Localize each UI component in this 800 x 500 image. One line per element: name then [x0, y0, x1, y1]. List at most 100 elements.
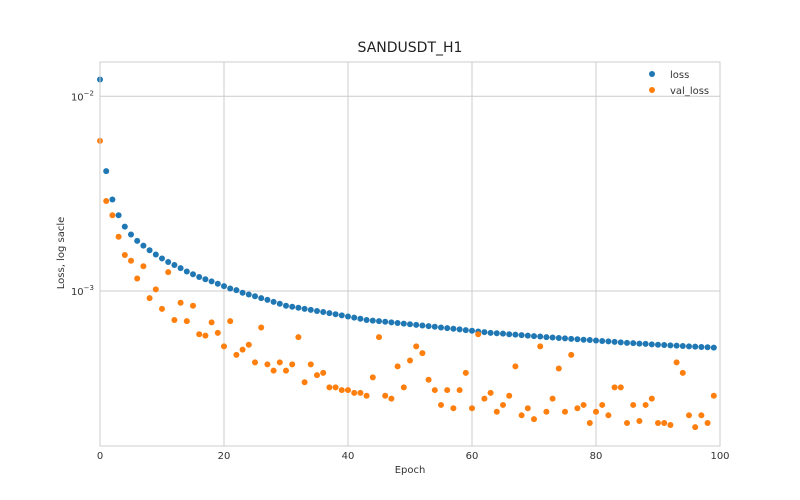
loss-point [190, 271, 196, 278]
loss-point [221, 283, 227, 290]
val_loss-point [357, 389, 364, 396]
loss-point [345, 313, 351, 320]
loss-point [431, 323, 438, 330]
val_loss-point [171, 316, 178, 323]
val_loss-point [307, 361, 314, 368]
loss-point [239, 289, 246, 296]
val_loss-point [177, 299, 184, 306]
loss-point [146, 247, 153, 254]
loss-point [407, 321, 413, 328]
val_loss-point [103, 197, 110, 204]
loss-point [438, 324, 444, 331]
val_loss-point [270, 367, 277, 374]
loss-point [630, 340, 637, 347]
loss-point [388, 319, 395, 326]
loss-point [289, 303, 296, 310]
val_loss-point [214, 329, 221, 336]
val_loss-point [109, 212, 116, 219]
val_loss-point [431, 387, 438, 394]
val_loss-point [152, 286, 159, 293]
y-tick-label: 10−2 [71, 89, 94, 103]
val_loss-point [630, 401, 637, 408]
val_loss-point [425, 376, 432, 383]
loss-point [177, 265, 184, 272]
loss-point [704, 344, 711, 351]
loss-point [500, 330, 506, 337]
val_loss-point [586, 420, 593, 427]
loss-point [109, 196, 116, 203]
loss-point [487, 329, 494, 336]
val_loss-point [314, 372, 320, 379]
loss-point [351, 314, 358, 321]
loss-point [103, 168, 110, 175]
loss-point [314, 307, 320, 314]
loss-point [444, 325, 451, 332]
val_loss-point [692, 424, 699, 431]
loss-point [134, 237, 141, 244]
val_loss-point [239, 346, 246, 353]
val_loss-point [121, 252, 128, 259]
val_loss-point [196, 331, 203, 338]
loss-point [332, 311, 339, 318]
loss-point [140, 242, 147, 249]
loss-point [599, 337, 606, 344]
val_loss-point [444, 387, 451, 394]
loss-point [227, 285, 234, 292]
val_loss-point [524, 405, 531, 412]
val_loss-point [679, 369, 686, 376]
val_loss-point [115, 233, 122, 240]
loss-point [183, 268, 190, 275]
val_loss-point [580, 401, 587, 408]
loss-point [413, 321, 420, 328]
val_loss-point [642, 401, 649, 408]
loss-point [152, 251, 159, 258]
val_loss-point [648, 395, 655, 402]
loss-point [493, 330, 500, 337]
val_loss-point [369, 374, 376, 381]
val_loss-point [537, 343, 544, 350]
loss-point [283, 302, 289, 309]
val_loss-point [134, 275, 141, 282]
val_loss-point [456, 387, 463, 394]
loss-point [580, 336, 587, 343]
chart-title: SANDUSDT_H1 [358, 40, 463, 56]
plot-frame [99, 61, 721, 447]
val_loss-point [531, 416, 537, 423]
val_loss-point [469, 405, 475, 412]
val_loss-point [413, 343, 420, 350]
val_loss-point [661, 420, 668, 427]
val_loss-point [562, 408, 568, 415]
loss-point [307, 306, 314, 313]
loss-point [264, 296, 271, 303]
x-tick-label: 100 [710, 451, 729, 462]
val_loss-point [320, 369, 327, 376]
x-tick-label: 20 [218, 451, 231, 462]
x-tick-label: 0 [97, 451, 103, 462]
loss-point [233, 287, 240, 294]
loss-point [419, 322, 426, 329]
loss-point [258, 295, 265, 302]
loss-point [648, 341, 655, 348]
loss-point [462, 327, 469, 334]
loss-point [698, 343, 705, 350]
val_loss-point [264, 361, 271, 368]
val_loss-point [233, 351, 240, 358]
loss-point [196, 274, 203, 281]
val_loss-point [400, 384, 407, 391]
val_loss-point [183, 318, 190, 325]
val_loss-point [518, 412, 525, 419]
loss-point [115, 212, 122, 219]
val_loss-point [289, 361, 296, 368]
loss-point [549, 334, 556, 341]
loss-point [679, 342, 686, 349]
loss-point [252, 293, 258, 300]
val_loss-point [252, 359, 258, 366]
val_loss-point [376, 334, 382, 341]
val_loss-point [283, 367, 289, 374]
loss-point [692, 343, 699, 350]
val_loss-point [128, 257, 134, 264]
loss-point [469, 327, 475, 334]
loss-point [202, 276, 209, 283]
loss-point [121, 223, 128, 230]
loss-point [562, 335, 568, 342]
